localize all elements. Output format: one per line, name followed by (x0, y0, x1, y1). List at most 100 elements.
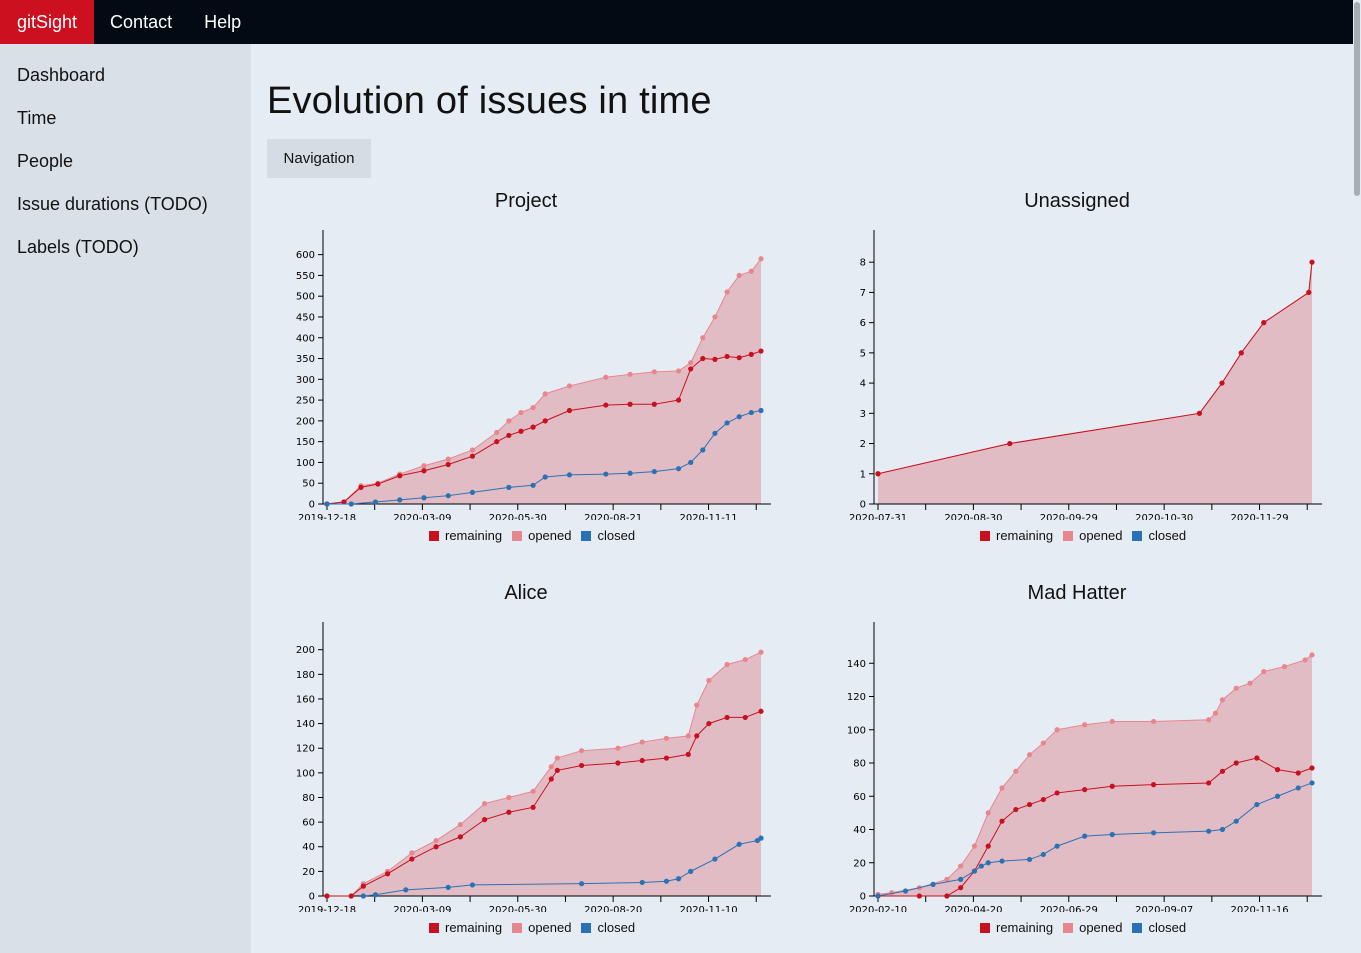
legend-item-opened[interactable]: opened (1063, 528, 1122, 543)
closed-point[interactable] (1206, 828, 1212, 834)
remaining-point[interactable] (397, 473, 403, 479)
closed-point[interactable] (971, 868, 978, 874)
remaining-point[interactable] (348, 893, 354, 899)
closed-point[interactable] (748, 409, 754, 416)
opened-point[interactable] (985, 810, 991, 816)
remaining-point[interactable] (999, 818, 1005, 824)
opened-point[interactable] (971, 843, 978, 849)
opened-point[interactable] (603, 374, 609, 380)
closed-point[interactable] (978, 863, 984, 869)
closed-point[interactable] (930, 881, 936, 887)
opened-point[interactable] (469, 447, 476, 453)
remaining-point[interactable] (1054, 790, 1060, 796)
sidebar-item-dashboard[interactable]: Dashboard (17, 65, 106, 85)
opened-point[interactable] (1026, 752, 1033, 758)
opened-point[interactable] (958, 863, 964, 869)
closed-point[interactable] (469, 882, 476, 888)
closed-point[interactable] (639, 879, 645, 886)
remaining-point[interactable] (385, 871, 391, 877)
closed-point[interactable] (530, 482, 536, 488)
opened-point[interactable] (421, 463, 427, 469)
closed-point[interactable] (578, 881, 585, 887)
closed-point[interactable] (736, 414, 742, 420)
closed-point[interactable] (958, 876, 964, 882)
remaining-point[interactable] (1206, 780, 1212, 786)
remaining-point[interactable] (736, 355, 742, 361)
remaining-point[interactable] (566, 407, 573, 414)
opened-point[interactable] (944, 876, 950, 882)
remaining-point[interactable] (481, 817, 488, 823)
remaining-point[interactable] (409, 856, 415, 862)
closed-point[interactable] (506, 484, 512, 490)
remaining-point[interactable] (1026, 801, 1033, 808)
opened-point[interactable] (1082, 722, 1088, 728)
scrollbar-thumb[interactable] (1354, 2, 1360, 196)
remaining-point[interactable] (494, 439, 500, 445)
opened-point[interactable] (1109, 718, 1115, 725)
closed-point[interactable] (372, 499, 379, 505)
remaining-point[interactable] (1309, 765, 1315, 771)
opened-point[interactable] (736, 272, 742, 279)
legend-item-closed[interactable]: closed (581, 920, 635, 935)
opened-point[interactable] (548, 764, 554, 770)
closed-point[interactable] (1109, 831, 1115, 838)
remaining-point[interactable] (724, 353, 730, 360)
closed-point[interactable] (372, 892, 379, 898)
opened-point[interactable] (1150, 718, 1157, 725)
opened-point[interactable] (578, 748, 585, 754)
opened-point[interactable] (554, 755, 560, 761)
closed-point[interactable] (902, 888, 909, 894)
legend-item-closed[interactable]: closed (1132, 528, 1186, 543)
sidebar-item-labels[interactable]: Labels (TODO) (17, 237, 139, 257)
opened-point[interactable] (688, 360, 694, 366)
closed-point[interactable] (724, 420, 730, 426)
legend-item-closed[interactable]: closed (1132, 920, 1186, 935)
closed-point[interactable] (1026, 856, 1033, 863)
remaining-point[interactable] (1254, 755, 1260, 761)
opened-point[interactable] (481, 801, 488, 807)
remaining-point[interactable] (627, 401, 633, 407)
opened-point[interactable] (409, 850, 415, 856)
remaining-point[interactable] (360, 883, 366, 889)
remaining-point[interactable] (358, 484, 364, 490)
remaining-point[interactable] (1109, 783, 1115, 789)
opened-point[interactable] (1054, 727, 1060, 733)
closed-point[interactable] (1254, 801, 1260, 808)
closed-point[interactable] (1040, 851, 1046, 858)
remaining-point[interactable] (1261, 320, 1267, 326)
closed-point[interactable] (875, 893, 881, 899)
remaining-point[interactable] (758, 708, 764, 714)
opened-point[interactable] (712, 314, 718, 320)
remaining-point[interactable] (506, 809, 512, 815)
remaining-point[interactable] (1219, 380, 1225, 386)
opened-point[interactable] (566, 383, 573, 389)
opened-point[interactable] (1233, 685, 1239, 691)
closed-point[interactable] (688, 459, 694, 466)
remaining-point[interactable] (748, 351, 754, 357)
closed-point[interactable] (1295, 785, 1301, 791)
remaining-point[interactable] (615, 760, 621, 766)
closed-point[interactable] (603, 471, 609, 477)
closed-point[interactable] (1054, 843, 1060, 849)
remaining-point[interactable] (457, 834, 463, 840)
remaining-point[interactable] (694, 733, 700, 739)
opened-point[interactable] (627, 371, 633, 377)
closed-point[interactable] (348, 501, 354, 507)
remaining-point[interactable] (1013, 806, 1019, 813)
closed-point[interactable] (700, 447, 706, 453)
closed-point[interactable] (675, 876, 682, 882)
contact-link[interactable]: Contact (110, 11, 173, 32)
opened-point[interactable] (694, 702, 700, 708)
opened-point[interactable] (530, 404, 536, 411)
opened-point[interactable] (685, 733, 691, 739)
legend-item-remaining[interactable]: remaining (429, 920, 502, 935)
opened-point[interactable] (1013, 768, 1019, 774)
opened-point[interactable] (518, 409, 524, 416)
remaining-point[interactable] (712, 356, 718, 362)
remaining-point[interactable] (469, 453, 476, 459)
remaining-point[interactable] (1309, 259, 1315, 265)
remaining-point[interactable] (554, 767, 560, 773)
sidebar-item-issue-durations[interactable]: Issue durations (TODO) (17, 194, 208, 214)
remaining-point[interactable] (675, 397, 682, 403)
opened-point[interactable] (742, 656, 748, 663)
